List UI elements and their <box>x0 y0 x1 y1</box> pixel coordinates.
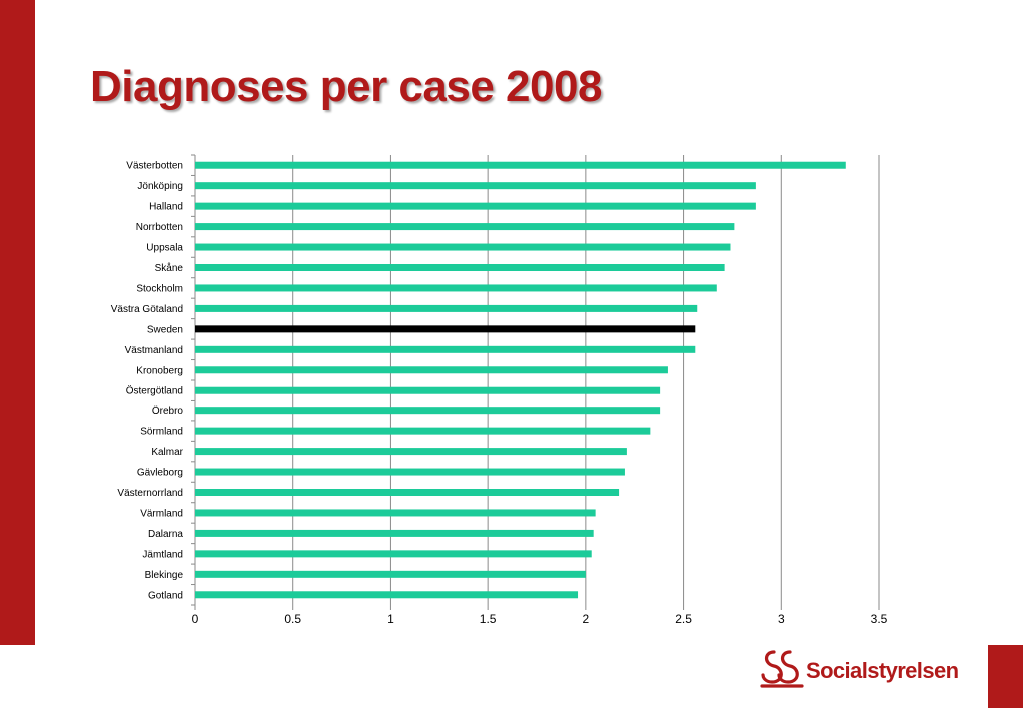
y-category-label: Västernorrland <box>117 488 183 499</box>
bar <box>195 529 594 537</box>
bar <box>195 550 592 558</box>
bar <box>195 223 735 231</box>
y-category-label: Kronoberg <box>136 365 183 376</box>
y-category-label: Västmanland <box>125 345 183 356</box>
y-category-label: Östergötland <box>126 385 183 397</box>
x-tick-label: 0 <box>192 612 199 626</box>
x-tick-label: 3 <box>778 612 785 626</box>
y-category-label: Gävleborg <box>137 468 183 479</box>
bar <box>195 202 756 210</box>
y-category-label: Halland <box>149 202 183 213</box>
logo-wordmark: Socialstyrelsen <box>806 658 959 683</box>
bar <box>195 243 731 251</box>
bar <box>195 284 717 292</box>
corner-accent-block <box>988 645 1023 708</box>
y-category-label: Sweden <box>147 324 183 335</box>
y-category-label: Sörmland <box>140 427 183 438</box>
socialstyrelsen-emblem-icon <box>760 650 804 688</box>
bar <box>195 489 620 496</box>
left-accent-bar <box>0 0 35 645</box>
y-category-label: Gotland <box>148 590 183 601</box>
slide-title: Diagnoses per case 2008 <box>90 62 602 111</box>
bar <box>195 448 627 456</box>
y-category-label: Stockholm <box>136 283 183 294</box>
socialstyrelsen-logo: Socialstyrelsen <box>760 648 960 690</box>
x-tick-label: 3.5 <box>871 612 888 626</box>
bar <box>195 407 661 415</box>
y-category-label: Kalmar <box>151 447 183 458</box>
bar <box>195 264 725 271</box>
bar <box>195 366 668 374</box>
y-category-label: Västra Götaland <box>111 304 183 315</box>
y-category-label: Örebro <box>152 405 184 417</box>
y-category-label: Blekinge <box>145 570 184 581</box>
bar <box>195 509 596 517</box>
y-category-label: Uppsala <box>146 243 183 254</box>
bar <box>195 345 696 353</box>
x-tick-label: 2.5 <box>675 612 692 626</box>
y-category-label: Jönköping <box>137 181 183 192</box>
bar <box>195 591 579 599</box>
bar <box>195 570 586 578</box>
bar <box>195 468 625 476</box>
y-category-label: Skåne <box>155 262 184 274</box>
bar <box>195 304 698 312</box>
x-tick-label: 1.5 <box>480 612 497 626</box>
bar <box>195 161 846 169</box>
y-category-label: Norrbotten <box>136 222 183 233</box>
x-tick-label: 2 <box>583 612 590 626</box>
y-category-label: Värmland <box>140 508 183 519</box>
y-category-label: Dalarna <box>148 529 183 540</box>
bar <box>195 386 661 394</box>
x-tick-label: 0.5 <box>284 612 301 626</box>
y-category-label: Västerbotten <box>126 161 183 172</box>
x-tick-label: 1 <box>387 612 394 626</box>
bar <box>195 427 651 435</box>
bar <box>195 182 756 190</box>
bar-highlight <box>195 325 696 333</box>
y-category-label: Jämtland <box>142 549 183 560</box>
